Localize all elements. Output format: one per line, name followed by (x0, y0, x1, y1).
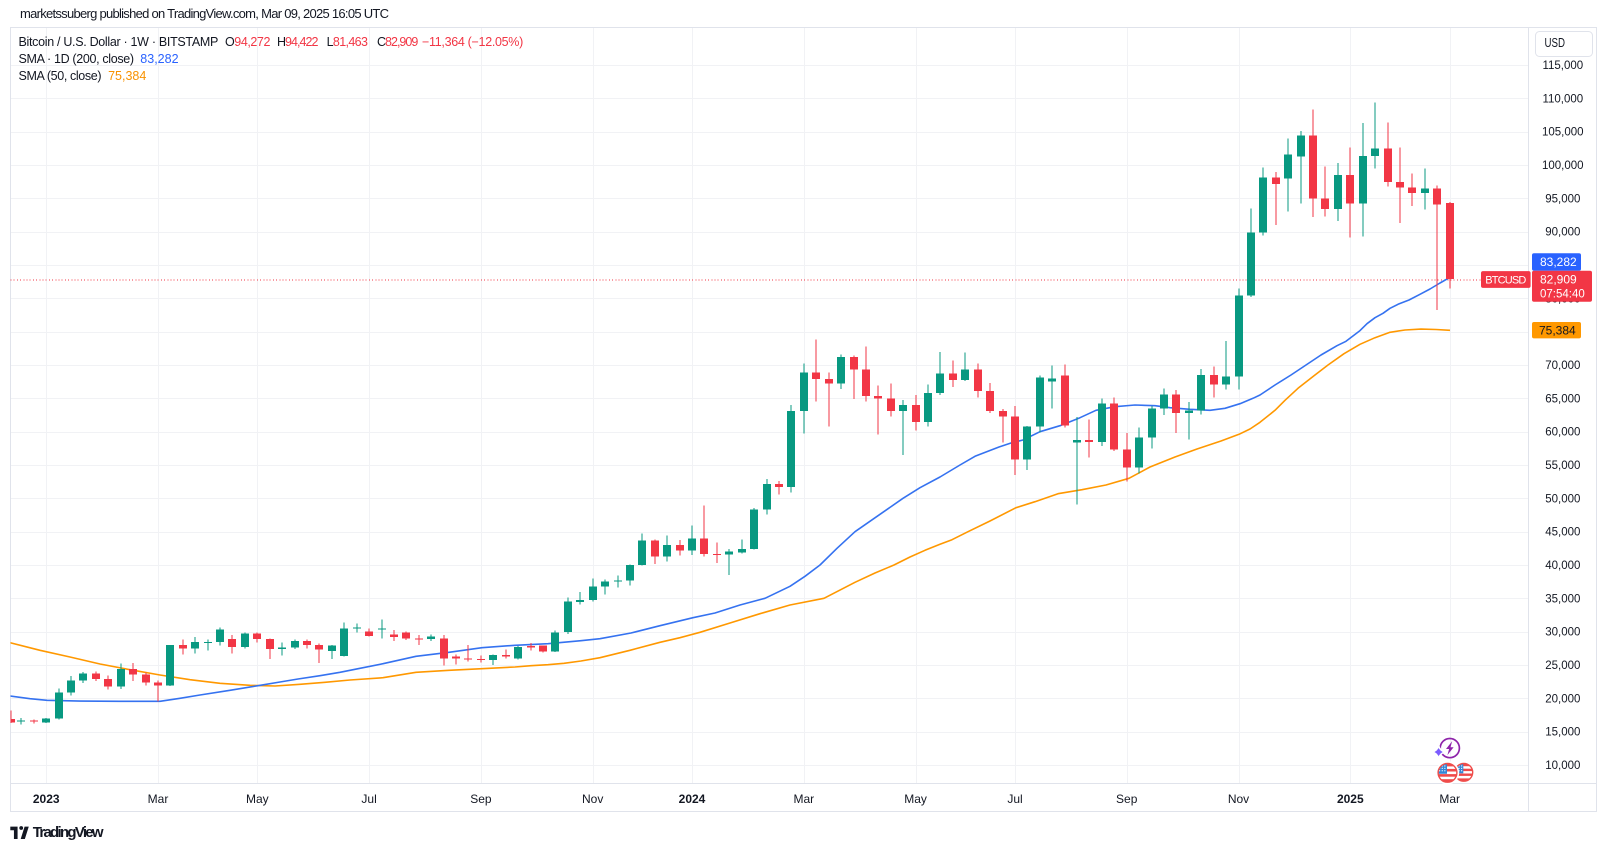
svg-text:May: May (246, 792, 269, 806)
svg-text:10,000: 10,000 (1545, 760, 1580, 772)
svg-text:Jul: Jul (1007, 792, 1022, 806)
svg-text:Bitcoin / U.S. Dollar · 1W · B: Bitcoin / U.S. Dollar · 1W · BITSTAMP (19, 35, 219, 49)
svg-text:15,000: 15,000 (1545, 727, 1580, 739)
svg-text:L81,463: L81,463 (327, 35, 368, 49)
svg-text:35,000: 35,000 (1545, 593, 1580, 605)
svg-text:Nov: Nov (1228, 792, 1249, 806)
svg-text:90,000: 90,000 (1545, 227, 1580, 239)
svg-text:60,000: 60,000 (1545, 427, 1580, 439)
svg-text:50,000: 50,000 (1545, 493, 1580, 505)
svg-text:2023: 2023 (33, 792, 60, 806)
svg-text:H94,422: H94,422 (277, 35, 318, 49)
svg-text:30,000: 30,000 (1545, 627, 1580, 639)
svg-text:Nov: Nov (582, 792, 603, 806)
svg-text:55,000: 55,000 (1545, 460, 1580, 472)
svg-text:105,000: 105,000 (1542, 127, 1584, 139)
svg-text:70,000: 70,000 (1545, 360, 1580, 372)
svg-text:100,000: 100,000 (1542, 160, 1584, 172)
svg-text:Mar: Mar (793, 792, 814, 806)
svg-text:May: May (904, 792, 927, 806)
svg-text:USD: USD (1545, 36, 1566, 50)
svg-text:20,000: 20,000 (1545, 693, 1580, 705)
svg-text:Jul: Jul (361, 792, 376, 806)
svg-text:115,000: 115,000 (1542, 60, 1583, 72)
svg-text:Sep: Sep (470, 792, 492, 806)
svg-text:TradingView: TradingView (33, 824, 104, 841)
svg-text:SMA (50, close): SMA (50, close) (19, 69, 102, 83)
svg-text:82,909: 82,909 (1540, 273, 1577, 287)
svg-text:marketssuberg published on Tra: marketssuberg published on TradingView.c… (20, 6, 389, 21)
svg-text:83,282: 83,282 (1540, 255, 1577, 269)
svg-text:75,384: 75,384 (108, 69, 146, 83)
svg-text:C82,909: C82,909 (377, 35, 418, 49)
svg-text:BTCUSD: BTCUSD (1485, 274, 1526, 286)
svg-text:75,384: 75,384 (1539, 323, 1576, 337)
svg-text:2024: 2024 (679, 792, 706, 806)
svg-text:Sep: Sep (1116, 792, 1138, 806)
svg-text:25,000: 25,000 (1545, 660, 1580, 672)
svg-text:07:54:40: 07:54:40 (1540, 289, 1585, 301)
svg-text:95,000: 95,000 (1545, 193, 1580, 205)
svg-text:O94,272: O94,272 (225, 35, 270, 49)
svg-text:2025: 2025 (1337, 792, 1364, 806)
svg-text:SMA · 1D (200, close): SMA · 1D (200, close) (19, 52, 135, 66)
svg-text:110,000: 110,000 (1542, 93, 1583, 105)
svg-text:45,000: 45,000 (1545, 527, 1580, 539)
svg-text:Mar: Mar (1439, 792, 1460, 806)
svg-text:Mar: Mar (148, 792, 169, 806)
svg-text:40,000: 40,000 (1545, 560, 1580, 572)
svg-text:83,282: 83,282 (140, 52, 178, 66)
svg-text:−11,364 (−12.05%): −11,364 (−12.05%) (422, 35, 523, 49)
svg-text:65,000: 65,000 (1545, 393, 1580, 405)
